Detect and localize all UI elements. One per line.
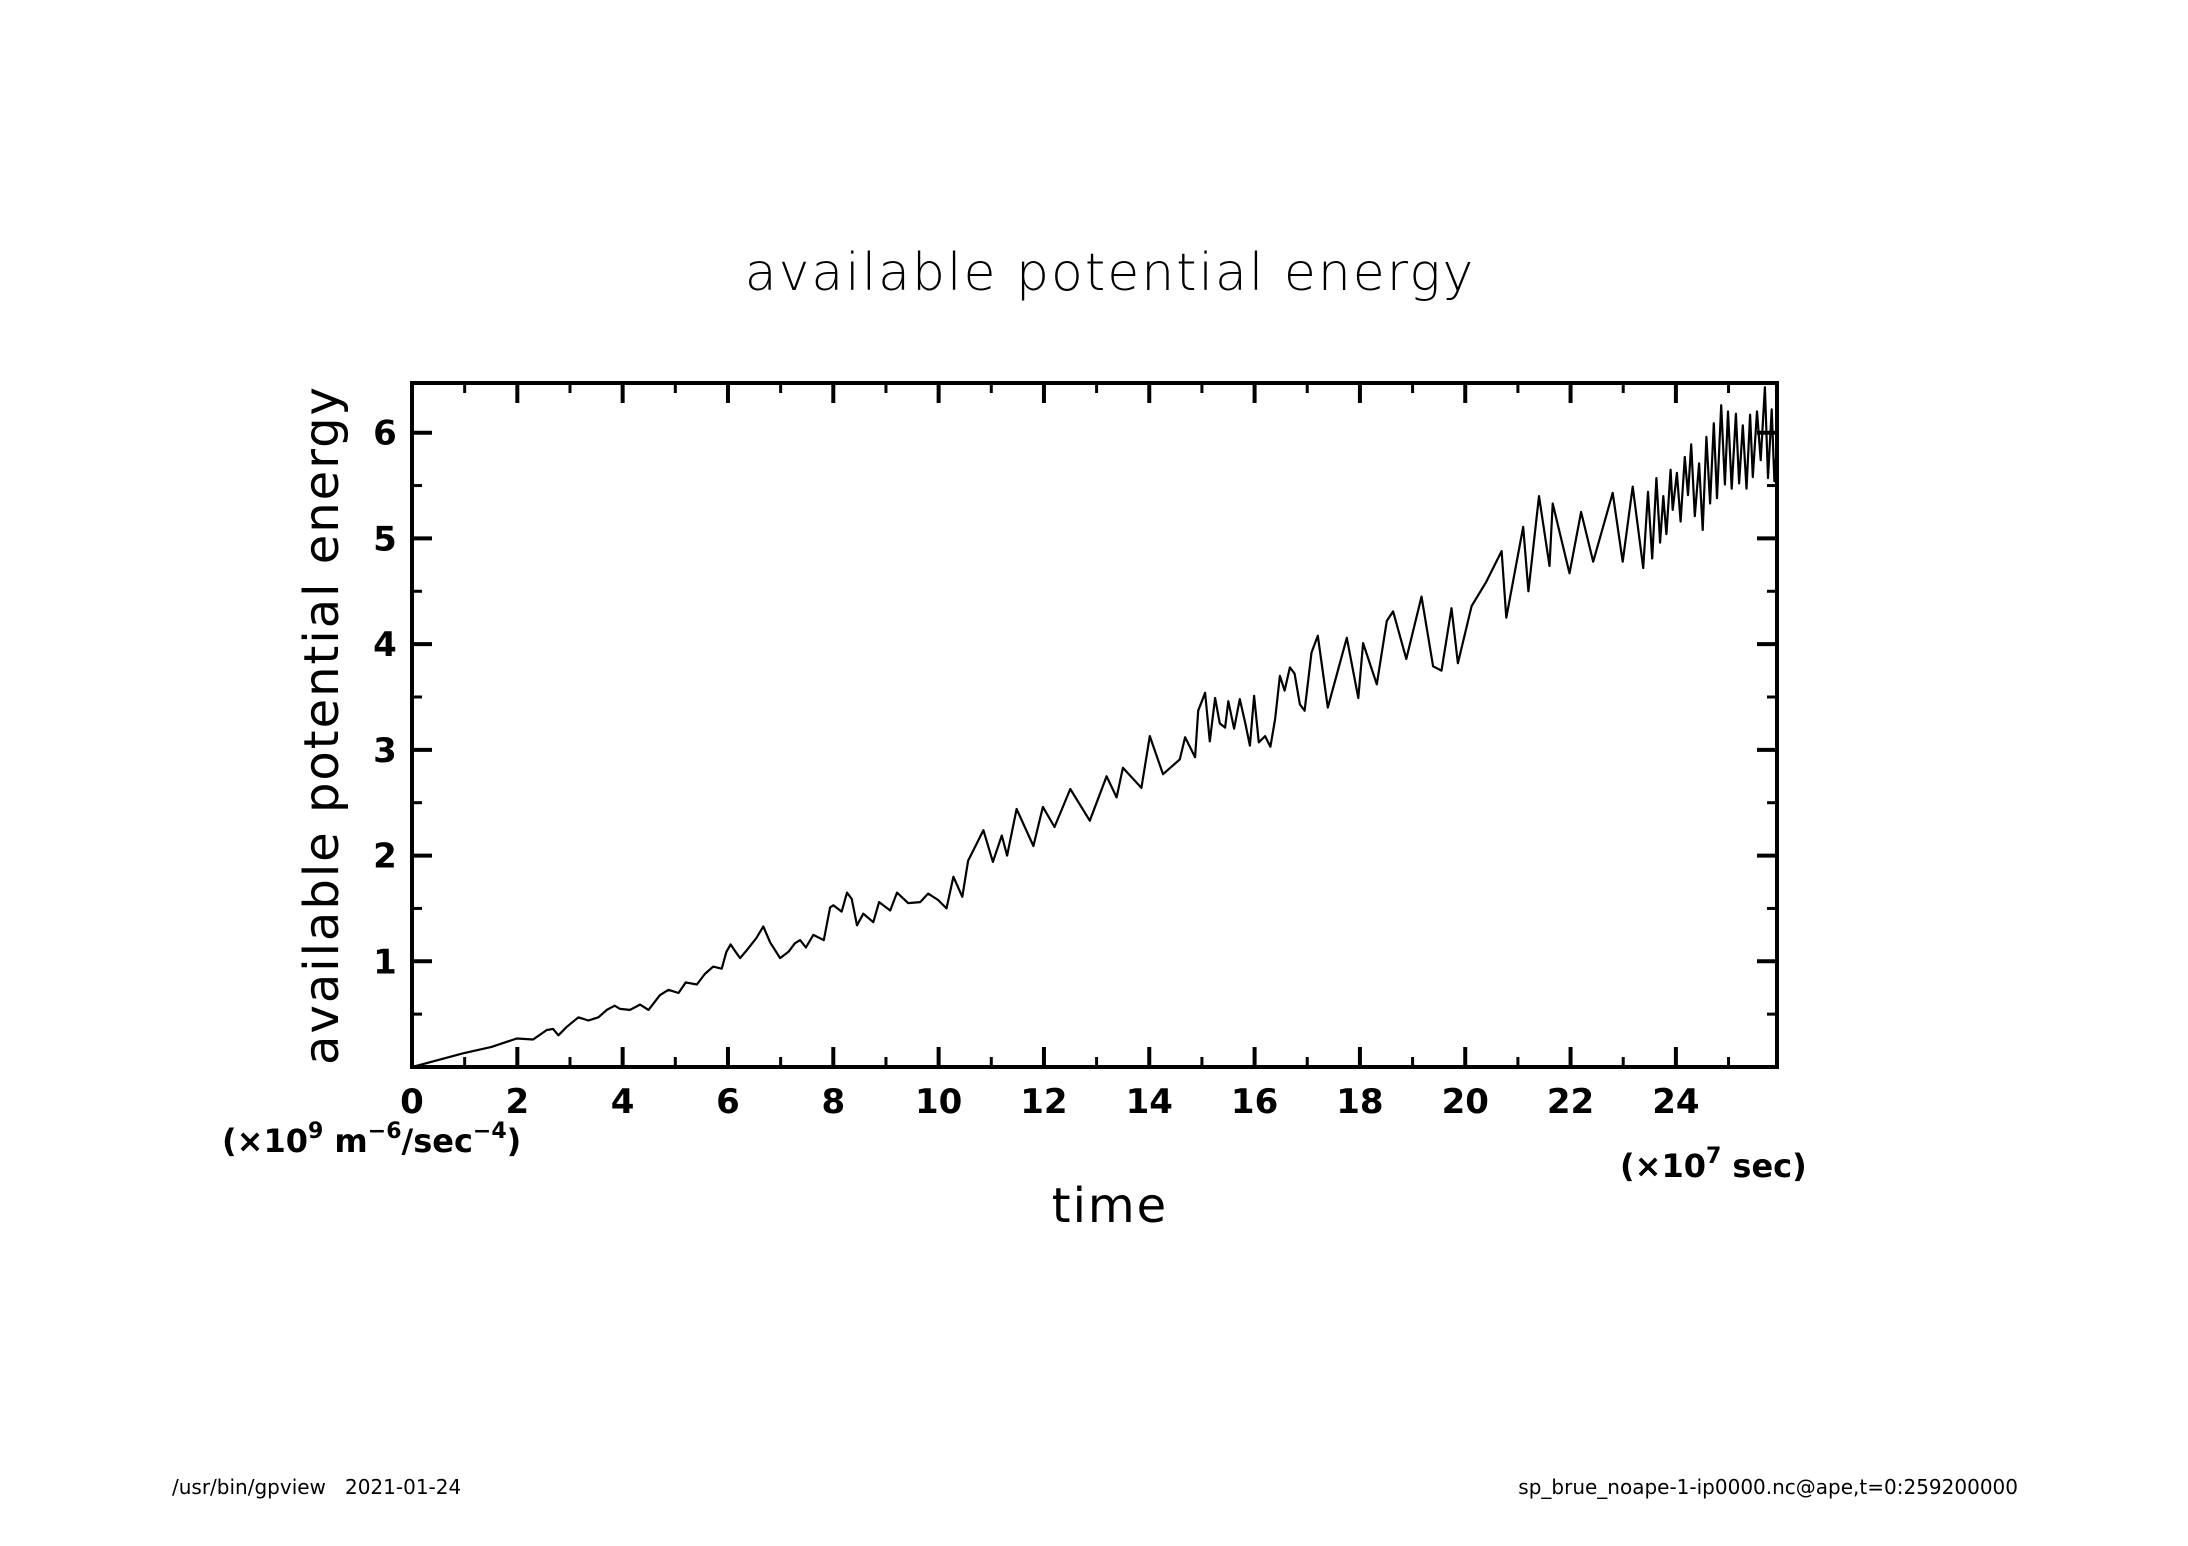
- series-line-available-potential-energy: [411, 386, 1779, 1069]
- y-unit-m-exponent: −6: [368, 1119, 402, 1144]
- y-tick-label: 5: [373, 519, 397, 559]
- x-tick-label: 22: [1547, 1082, 1594, 1122]
- x-unit-prefix: (×10: [1620, 1147, 1706, 1185]
- y-tick-label: 2: [373, 837, 397, 877]
- x-tick-label: 6: [716, 1082, 740, 1122]
- x-tick-label: 0: [400, 1082, 424, 1122]
- x-axis-unit-label: (×107 sec): [1620, 1144, 1807, 1185]
- plot-frame: [410, 381, 1779, 1069]
- y-unit-prefix: (×10: [222, 1122, 308, 1160]
- y-tick-label: 6: [373, 414, 397, 454]
- plot-area: [410, 381, 1779, 1069]
- x-unit-suffix: sec): [1721, 1147, 1806, 1185]
- footer-program-date: /usr/bin/gpview 2021-01-24: [172, 1475, 461, 1499]
- x-tick-label: 2: [505, 1082, 529, 1122]
- y-unit-sec: /sec: [402, 1122, 473, 1160]
- y-axis-ticks: [412, 430, 1777, 1016]
- y-tick-label: 4: [373, 625, 397, 665]
- y-unit-exponent: 9: [308, 1119, 323, 1144]
- x-tick-label: 14: [1126, 1082, 1173, 1122]
- x-tick-label: 20: [1442, 1082, 1489, 1122]
- x-tick-label: 18: [1336, 1082, 1383, 1122]
- x-axis-ticks: [410, 383, 1731, 1067]
- x-axis-tick-labels: 0 2 4 6 8 10 12 14 16 18 20 22 24: [400, 1082, 1699, 1122]
- x-unit-exponent: 7: [1706, 1144, 1721, 1169]
- y-axis-unit-label: (×109 m−6/sec−4): [222, 1119, 521, 1160]
- y-unit-sec-exponent: −4: [473, 1119, 507, 1144]
- x-tick-label: 24: [1652, 1082, 1699, 1122]
- x-tick-label: 12: [1020, 1082, 1067, 1122]
- x-axis-label: time: [1052, 1178, 1168, 1234]
- x-tick-label: 8: [821, 1082, 845, 1122]
- x-tick-label: 16: [1231, 1082, 1278, 1122]
- footer-source-file: sp_brue_noape-1-ip0000.nc@ape,t=0:259200…: [1518, 1475, 2018, 1499]
- y-tick-label: 1: [373, 942, 397, 982]
- y-axis-tick-labels: 1 2 3 4 5 6: [373, 414, 397, 983]
- y-unit-close: ): [507, 1122, 522, 1160]
- x-tick-label: 10: [915, 1082, 962, 1122]
- chart-title: available potential energy: [745, 243, 1475, 303]
- x-tick-label: 4: [611, 1082, 635, 1122]
- y-unit-m: m: [323, 1122, 367, 1160]
- y-tick-label: 3: [373, 731, 397, 771]
- y-axis-label: available potential energy: [294, 385, 350, 1065]
